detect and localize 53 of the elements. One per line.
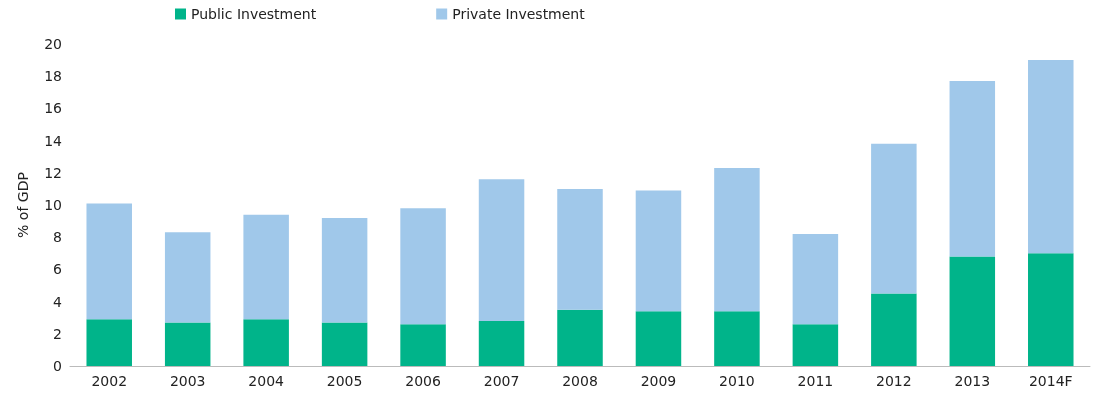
bar — [635, 190, 682, 312]
bar — [949, 81, 996, 257]
bar — [714, 311, 760, 366]
y-tick-label: 12 — [44, 164, 62, 181]
x-tick-label: 2006 — [405, 373, 441, 389]
bar — [321, 322, 368, 366]
bar — [871, 143, 917, 294]
y-axis-title: % of GDP — [15, 172, 31, 238]
x-tick-label: 2011 — [797, 373, 834, 389]
y-tick-label: 0 — [53, 358, 62, 374]
bar — [714, 167, 760, 312]
x-tick-label: 2012 — [876, 373, 912, 389]
bar — [1028, 253, 1074, 366]
x-tick-label: 2010 — [719, 373, 755, 389]
bar — [243, 214, 289, 320]
bar — [635, 311, 682, 366]
y-tick-label: 16 — [44, 100, 63, 117]
bar — [1028, 60, 1074, 254]
x-tick-label: 2007 — [483, 373, 520, 389]
x-tick-label: 2008 — [562, 373, 598, 389]
bar — [557, 309, 603, 366]
x-tick-label: 2005 — [326, 373, 363, 389]
bar — [164, 322, 211, 366]
y-tick-label: 14 — [44, 132, 63, 149]
bar — [86, 319, 132, 366]
bar — [400, 208, 446, 325]
y-tick-label: 4 — [53, 293, 63, 310]
y-tick-label: 20 — [44, 36, 62, 52]
y-tick-label: 6 — [53, 261, 63, 278]
bar — [243, 319, 289, 366]
x-tick-label: 2004 — [248, 373, 285, 389]
y-tick-label: 10 — [44, 197, 62, 213]
legend-label: Public Investment — [191, 6, 317, 22]
bar — [792, 324, 839, 366]
y-tick-label: 2 — [53, 325, 62, 342]
bar — [400, 324, 446, 366]
y-tick-label: 18 — [44, 68, 62, 85]
bar — [478, 179, 525, 321]
bar — [321, 217, 368, 323]
x-tick-label: 2002 — [91, 373, 128, 389]
x-tick-label: 2013 — [954, 373, 991, 389]
legend-label: Private Investment — [452, 6, 586, 22]
bar — [557, 188, 603, 310]
bar — [478, 320, 525, 366]
y-tick-label: 8 — [53, 229, 62, 246]
bar — [949, 256, 996, 366]
bar — [164, 232, 211, 323]
x-tick-label: 2003 — [169, 373, 206, 389]
bar — [86, 203, 132, 320]
bar — [792, 233, 839, 325]
bar — [871, 293, 917, 366]
x-tick-label: 2014F — [1028, 373, 1073, 389]
x-tick-label: 2009 — [640, 373, 677, 389]
